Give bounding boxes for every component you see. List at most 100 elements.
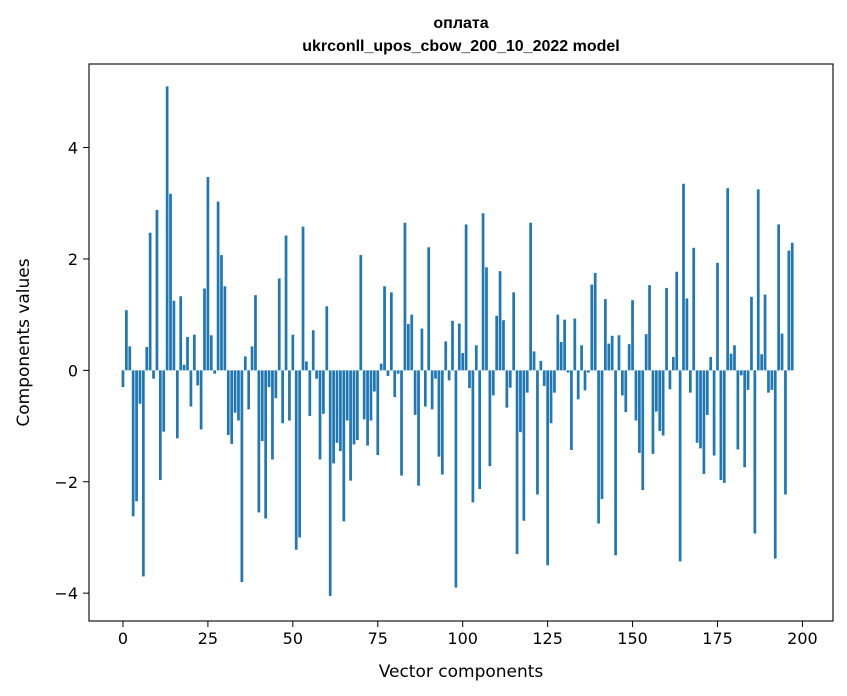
bar: [440, 370, 444, 475]
bar: [406, 324, 410, 371]
bar: [274, 370, 278, 399]
bar: [230, 370, 234, 444]
plot-frame: [88, 63, 834, 622]
bar: [563, 319, 566, 371]
bar: [237, 370, 240, 421]
bar: [658, 370, 662, 432]
bar: [250, 346, 254, 371]
bar: [267, 370, 271, 388]
bar: [216, 201, 220, 371]
bar: [709, 356, 713, 371]
bar: [325, 306, 329, 371]
bar: [186, 336, 189, 371]
y-tick-label: 0: [68, 361, 78, 380]
bar: [736, 370, 740, 450]
bar: [366, 370, 369, 446]
bar: [196, 370, 200, 386]
bar: [722, 370, 726, 483]
bar: [638, 370, 641, 453]
bar: [498, 271, 502, 371]
bar: [481, 213, 485, 371]
bar: [335, 370, 339, 443]
bar: [213, 370, 217, 374]
bar: [169, 193, 172, 371]
bar: [352, 370, 356, 445]
bar: [573, 318, 577, 371]
bar: [610, 335, 614, 371]
bar: [675, 271, 679, 371]
bar: [621, 370, 624, 396]
bar: [417, 370, 420, 486]
bar: [529, 222, 532, 371]
bar: [777, 224, 780, 371]
bar: [491, 370, 495, 396]
bar: [695, 370, 699, 443]
bar: [505, 370, 509, 408]
bar: [145, 346, 149, 371]
bar: [349, 370, 352, 481]
bar: [226, 370, 230, 435]
bar: [542, 370, 546, 386]
bar: [376, 370, 380, 456]
bar: [308, 370, 312, 417]
bar: [121, 370, 125, 388]
bar: [148, 232, 152, 371]
bar: [478, 370, 482, 489]
bar: [172, 300, 176, 371]
bar: [271, 370, 274, 460]
bar: [614, 370, 617, 556]
bar: [790, 242, 794, 371]
bars-group: [121, 86, 794, 596]
bar: [155, 209, 159, 371]
y-tick-label: 4: [68, 139, 78, 158]
bar: [257, 370, 261, 513]
bar: [179, 296, 183, 371]
bar: [291, 334, 295, 371]
bar: [726, 188, 730, 371]
bar: [716, 262, 719, 371]
bar: [468, 370, 471, 389]
bar: [138, 370, 142, 404]
y-tick-label: 2: [68, 250, 78, 269]
bar: [427, 247, 431, 371]
bar: [756, 189, 760, 371]
bar: [743, 370, 747, 468]
bar: [332, 370, 335, 464]
bar: [240, 370, 244, 583]
bar: [454, 370, 458, 588]
bar: [437, 370, 441, 457]
bar: [423, 370, 427, 407]
bar: [233, 370, 237, 413]
bar: [508, 370, 512, 388]
x-tick-label: 150: [617, 629, 648, 648]
bar: [654, 370, 658, 412]
bar: [624, 370, 628, 413]
bar: [430, 370, 434, 410]
bar: [220, 255, 223, 371]
bar: [203, 288, 206, 371]
bar: [288, 370, 291, 421]
bar: [685, 298, 689, 371]
bar: [580, 345, 583, 371]
bar: [678, 370, 682, 562]
bar: [243, 356, 247, 371]
bar: [539, 360, 543, 371]
bar: [420, 328, 424, 371]
bar: [413, 370, 417, 415]
bar: [264, 370, 268, 519]
x-tick-label: 200: [787, 629, 818, 648]
bar: [712, 370, 716, 456]
bar: [600, 370, 604, 500]
y-tick-label: −2: [54, 473, 78, 492]
bar: [175, 370, 179, 439]
bar: [322, 370, 325, 414]
bar: [315, 370, 318, 379]
bar: [559, 341, 563, 371]
bar: [386, 370, 390, 376]
bar: [583, 370, 587, 391]
bar: [318, 370, 322, 460]
bar: [495, 315, 499, 371]
bar: [671, 356, 675, 371]
bar: [682, 183, 685, 371]
bar: [294, 370, 298, 550]
